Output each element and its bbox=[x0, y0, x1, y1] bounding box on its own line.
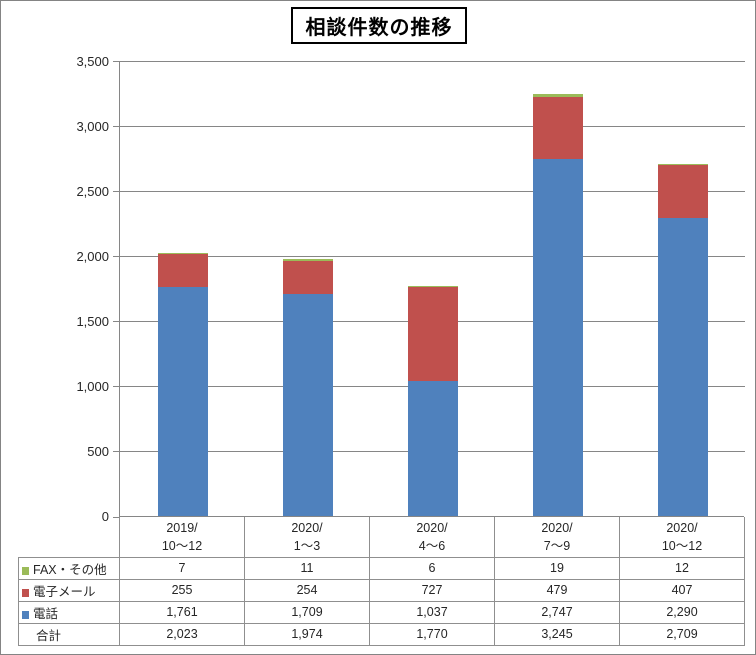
category-header: 2020/ 7～9 bbox=[494, 517, 620, 558]
legend-key-icon bbox=[22, 610, 29, 619]
bar-segment-4 bbox=[657, 163, 708, 166]
y-axis-tick bbox=[113, 256, 120, 257]
series-label: 電子メール bbox=[18, 578, 120, 602]
category-header: 2020/ 4～6 bbox=[369, 517, 495, 558]
total-label: 合計 bbox=[18, 622, 120, 646]
bar-segment-3 bbox=[532, 96, 583, 159]
y-axis-label: 1,000 bbox=[76, 379, 109, 394]
gridline bbox=[120, 256, 745, 257]
gridline bbox=[120, 126, 745, 127]
bar-segment-4 bbox=[657, 218, 708, 516]
y-axis-tick bbox=[113, 451, 120, 452]
category-header: 2020/ 10～12 bbox=[619, 517, 745, 558]
bar-segment-3 bbox=[532, 158, 583, 516]
table-value: 6 bbox=[369, 556, 495, 580]
table-total-row: 合計 2,023 1,974 1,770 3,245 2,709 bbox=[18, 622, 745, 646]
table-value: 19 bbox=[494, 556, 620, 580]
y-axis-tick bbox=[113, 386, 120, 387]
chart-title: 相談件数の推移 bbox=[291, 7, 467, 44]
y-axis-label: 2,000 bbox=[76, 249, 109, 264]
table-value: 1,761 bbox=[119, 600, 245, 624]
table-row: FAX・その他 7 11 6 19 12 bbox=[18, 556, 745, 580]
y-axis-label: 3,000 bbox=[76, 119, 109, 134]
table-value: 2,709 bbox=[619, 622, 745, 646]
y-axis-label: 2,500 bbox=[76, 184, 109, 199]
y-axis-label: 0 bbox=[101, 509, 109, 524]
y-axis-tick bbox=[113, 61, 120, 62]
table-value: 3,245 bbox=[494, 622, 620, 646]
table-row: 電話 1,761 1,709 1,037 2,747 2,290 bbox=[18, 600, 745, 624]
category-header: 2020/ 1～3 bbox=[244, 517, 370, 558]
y-axis-tick bbox=[113, 126, 120, 127]
y-axis-tick bbox=[113, 191, 120, 192]
table-value: 11 bbox=[244, 556, 370, 580]
table-header-row: 2019/ 10～12 2020/ 1～3 2020/ 4～6 2020/ 7～9 20… bbox=[18, 517, 745, 558]
table-row: 電子メール 255 254 727 479 407 bbox=[18, 578, 745, 602]
bar-segment-4 bbox=[657, 165, 708, 219]
table-value: 255 bbox=[119, 578, 245, 602]
table-corner-cell bbox=[18, 517, 120, 557]
table-value: 12 bbox=[619, 556, 745, 580]
bar-segment-2 bbox=[407, 286, 458, 382]
table-value: 727 bbox=[369, 578, 495, 602]
bar-segment-0 bbox=[157, 253, 208, 288]
table-value: 2,290 bbox=[619, 600, 745, 624]
bar-segment-1 bbox=[282, 293, 333, 516]
bar-segment-3 bbox=[532, 94, 583, 97]
legend-key-icon bbox=[22, 566, 29, 575]
table-value: 254 bbox=[244, 578, 370, 602]
table-value: 2,023 bbox=[119, 622, 245, 646]
plot-area: 0 500 1,000 1,500 2,000 2,500 3,000 3,500 bbox=[76, 54, 745, 524]
y-axis-tick bbox=[113, 321, 120, 322]
data-table: 2019/ 10～12 2020/ 1～3 2020/ 4～6 2020/ 7～9 20… bbox=[18, 517, 745, 646]
table-value: 479 bbox=[494, 578, 620, 602]
bar-segment-2 bbox=[407, 381, 458, 516]
series-label: FAX・その他 bbox=[18, 556, 120, 580]
bar-segment-0 bbox=[157, 287, 208, 516]
table-value: 407 bbox=[619, 578, 745, 602]
y-axis-label: 500 bbox=[87, 444, 109, 459]
gridline bbox=[120, 191, 745, 192]
legend-key-icon bbox=[22, 588, 29, 597]
table-value: 1,709 bbox=[244, 600, 370, 624]
bar-segment-0 bbox=[157, 253, 208, 254]
table-value: 1,037 bbox=[369, 600, 495, 624]
table-value: 1,770 bbox=[369, 622, 495, 646]
category-header: 2019/ 10～12 bbox=[119, 517, 245, 558]
gridline bbox=[120, 61, 745, 62]
bar-segment-2 bbox=[407, 285, 458, 287]
y-axis-label: 3,500 bbox=[76, 54, 109, 69]
bar-segment-1 bbox=[282, 259, 333, 261]
table-value: 1,974 bbox=[244, 622, 370, 646]
table-value: 7 bbox=[119, 556, 245, 580]
bar-segment-1 bbox=[282, 260, 333, 294]
series-label: 電話 bbox=[18, 600, 120, 624]
table-value: 2,747 bbox=[494, 600, 620, 624]
y-axis-label: 1,500 bbox=[76, 314, 109, 329]
